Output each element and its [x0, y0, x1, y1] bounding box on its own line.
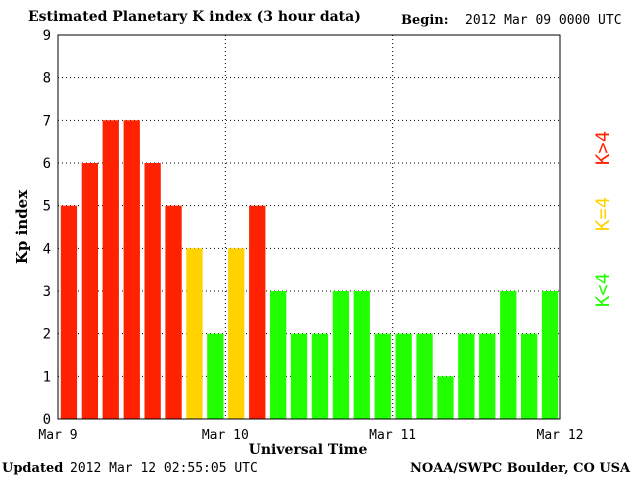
kp-bar — [144, 163, 161, 419]
kp-bar — [521, 333, 538, 419]
legend-below: K<4 — [592, 273, 614, 307]
y-tick-label: 5 — [43, 199, 51, 215]
y-tick-label: 3 — [43, 284, 51, 300]
kp-bar — [479, 333, 496, 419]
updated-label: Updated — [2, 461, 64, 476]
kp-bar — [416, 333, 433, 419]
kp-bar — [60, 205, 78, 419]
legend-above: K>4 — [592, 131, 614, 165]
kp-bar — [228, 248, 245, 419]
x-axis-label: Universal Time — [249, 442, 368, 458]
plot-frame — [57, 34, 561, 420]
kp-bar — [332, 291, 349, 419]
kp-bar — [500, 291, 517, 419]
begin-label: Begin: — [401, 13, 449, 28]
chart-title: Estimated Planetary K index (3 hour data… — [28, 9, 361, 25]
x-tick-labels: Mar 9 Mar 10 Mar 11 Mar 12 — [38, 428, 583, 443]
legend-equal: K=4 — [592, 197, 614, 231]
y-tick-label: 8 — [43, 71, 51, 87]
grid-lines — [58, 35, 560, 419]
x-tick-label: Mar 12 — [537, 428, 584, 443]
y-tick-labels: 0 1 2 3 4 5 6 7 8 9 — [43, 28, 51, 428]
begin-value: 2012 Mar 09 0000 UTC — [465, 13, 622, 28]
kp-bar — [207, 333, 224, 419]
kp-bar — [186, 248, 203, 419]
y-tick-label: 4 — [43, 241, 51, 257]
bar-series — [60, 120, 559, 420]
kp-bar — [102, 120, 119, 420]
kp-bar — [458, 333, 475, 419]
kp-bar — [81, 163, 98, 419]
x-tick-label: Mar 11 — [369, 428, 416, 443]
kp-bar — [249, 205, 266, 419]
updated-value: 2012 Mar 12 02:55:05 UTC — [70, 461, 258, 476]
kp-bar — [311, 333, 329, 419]
kp-bar — [374, 333, 391, 419]
kp-bar — [123, 120, 140, 420]
y-tick-label: 9 — [43, 28, 51, 44]
kp-bar — [165, 205, 182, 419]
y-tick-label: 1 — [43, 369, 51, 385]
kp-bar — [290, 333, 308, 419]
kp-bar — [353, 291, 370, 419]
y-axis-label: Kp index — [13, 189, 31, 264]
data-source: NOAA/SWPC Boulder, CO USA — [410, 461, 631, 476]
kp-bar — [541, 291, 559, 419]
kp-bar — [395, 333, 412, 419]
y-tick-label: 6 — [43, 156, 51, 172]
y-tick-label: 7 — [43, 113, 51, 129]
x-tick-label: Mar 10 — [202, 428, 249, 443]
x-tick-label: Mar 9 — [38, 428, 77, 443]
y-tick-label: 2 — [43, 327, 51, 343]
kp-bar — [270, 291, 287, 419]
y-tick-label: 0 — [43, 412, 51, 428]
kp-bar — [437, 376, 454, 419]
